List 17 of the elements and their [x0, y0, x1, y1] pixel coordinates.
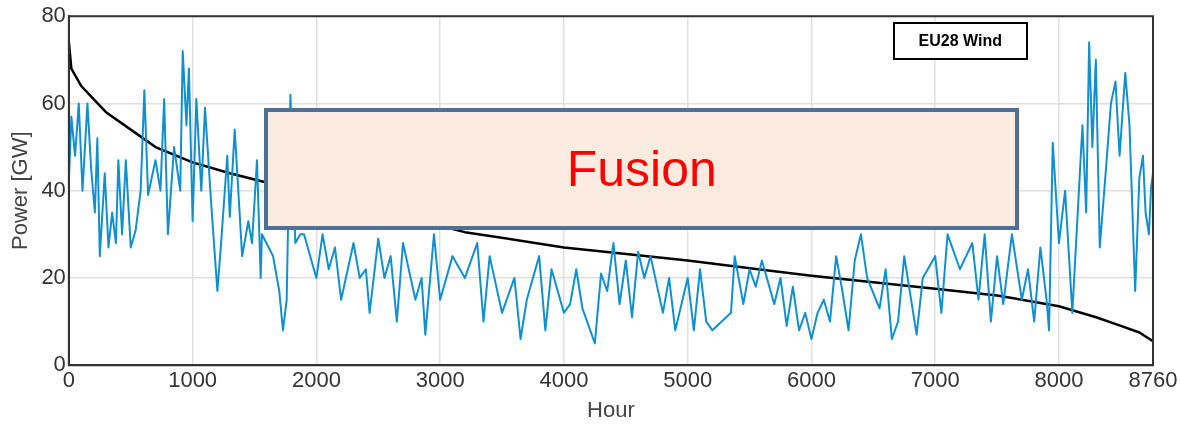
x-tick-label: 4000: [539, 367, 589, 393]
x-tick-label: 2000: [291, 367, 341, 393]
x-axis-title: Hour: [587, 396, 635, 422]
x-tick-label: 6000: [786, 367, 836, 393]
y-tick-label: 20: [41, 264, 66, 290]
y-tick-label: 40: [41, 176, 66, 202]
y-tick-label: 80: [41, 2, 66, 28]
x-tick-label: 7000: [910, 367, 960, 393]
x-tick-label: 5000: [663, 367, 713, 393]
y-axis-title: Power [GW]: [7, 131, 33, 250]
x-tick-label: 1000: [168, 367, 218, 393]
x-tick-label: 8000: [1034, 367, 1084, 393]
y-tick-label: 60: [41, 89, 66, 115]
label-box: EU28 Wind: [892, 22, 1028, 61]
x-tick-label: 3000: [415, 367, 465, 393]
x-tick-label: 8760: [1128, 367, 1178, 393]
label-box: Fusion: [264, 107, 1020, 230]
